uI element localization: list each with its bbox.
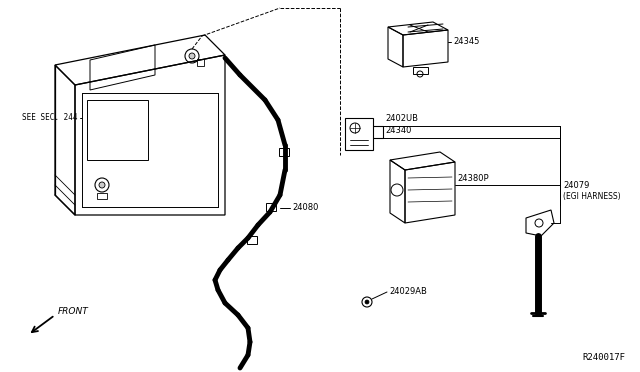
Text: 24080: 24080 — [292, 203, 318, 212]
Text: 24380P: 24380P — [457, 174, 488, 183]
Circle shape — [365, 300, 369, 304]
Text: FRONT: FRONT — [58, 307, 89, 315]
Text: R240017F: R240017F — [582, 353, 625, 362]
Text: 24345: 24345 — [453, 38, 479, 46]
Text: 24079: 24079 — [563, 180, 589, 189]
Circle shape — [99, 182, 105, 188]
Bar — [266, 203, 276, 211]
Text: 24029AB: 24029AB — [389, 288, 427, 296]
Text: 2402UB: 2402UB — [385, 114, 418, 123]
Text: (EGI HARNESS): (EGI HARNESS) — [563, 192, 621, 201]
Bar — [247, 236, 257, 244]
Bar — [279, 148, 289, 156]
Circle shape — [189, 53, 195, 59]
Text: 24340: 24340 — [385, 126, 412, 135]
Text: SEE SEC. 244: SEE SEC. 244 — [22, 113, 77, 122]
